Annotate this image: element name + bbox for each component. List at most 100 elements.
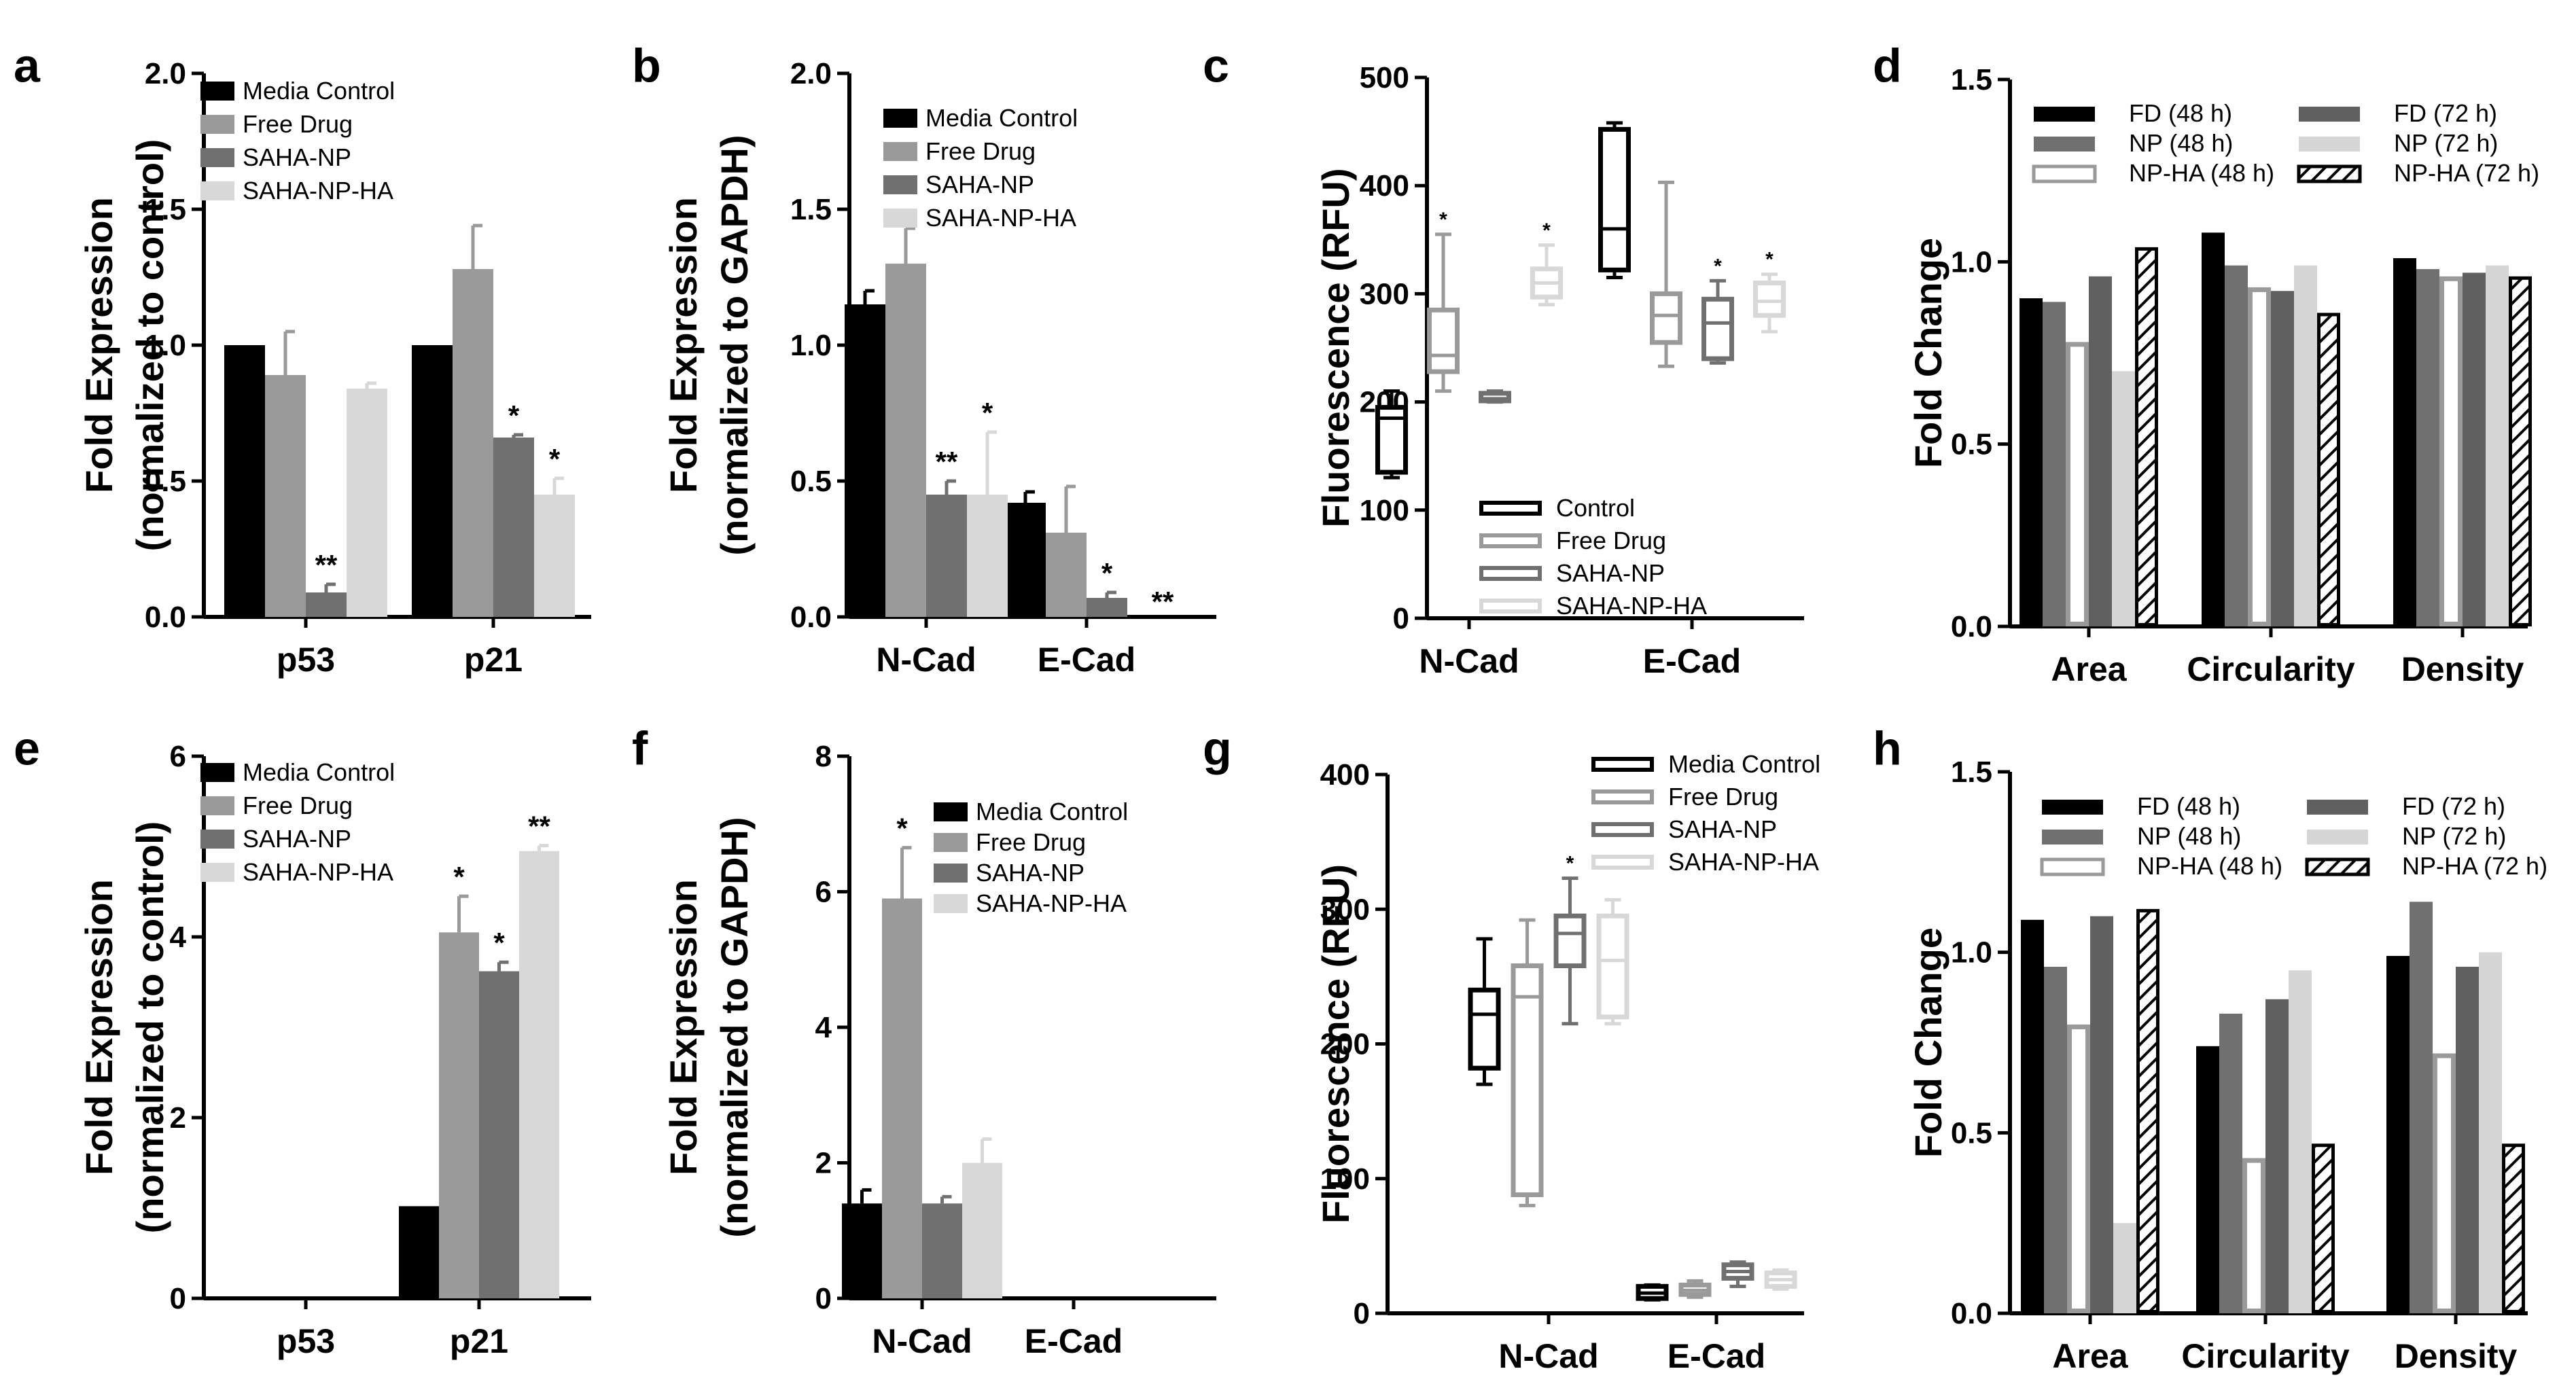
x-tick-label: E-Cad [1668,1337,1765,1375]
panel-label: d [1873,39,1902,92]
legend-label: SAHA-NP-HA [1668,848,1819,876]
legend-swatch [2040,857,2105,876]
panel-h: h Fold Change 0.0 0.5 1.0 1.5 Area Circularity D… [1873,722,2547,1375]
bar [2456,966,2479,1313]
bar [1087,598,1127,617]
legend: FD (48 h)NP (48 h)NP-HA (48 h)FD (72 h)N… [2032,99,2539,187]
y-tick-label: 0.5 [1951,1116,1992,1150]
y-tick-label: 0.5 [145,465,186,498]
panel-label: c [1203,39,1229,92]
bar [534,495,575,617]
y-tick-label: 400 [1320,758,1370,792]
legend-label: Free Drug [243,792,353,819]
significance-marker: ** [1152,586,1174,618]
y-axis-title: (normalized to GAPDH) [713,135,756,555]
bar [2136,908,2159,1313]
bar [2410,902,2433,1313]
box-plot [1753,272,1786,334]
box-plot [1479,389,1511,404]
y-axis-title: Fold Expression [662,197,705,493]
significance-marker: * [1566,853,1574,875]
legend-swatch [200,148,234,167]
bar [2479,952,2502,1313]
y-tick-label: 6 [815,876,832,909]
legend-label: Media Control [243,758,395,786]
y-axis-title: Fold Expression [77,879,120,1175]
panel-b: b Fold Expression (normalized to GAPDH) 0.0… [632,39,1216,679]
bar [845,304,885,617]
legend-swatch [1591,822,1654,837]
legend-label: SAHA-NP [976,859,1084,887]
legend-label: SAHA-NP [1556,559,1665,587]
panel-label: f [632,722,648,775]
bar [2090,916,2113,1313]
bar [2066,342,2089,626]
y-axis-title: (normalized to control) [128,821,171,1234]
y-tick-label: 0 [170,1282,186,1315]
bar [2248,287,2271,626]
legend-swatch [1479,501,1542,516]
y-tick-label: 0 [1393,602,1409,635]
y-tick-label: 100 [1320,1162,1370,1196]
bar [2089,276,2112,626]
bar [2265,999,2289,1313]
legend-label: SAHA-NP [925,171,1034,198]
legend-swatch [2297,164,2362,183]
legend-swatch [2042,830,2103,845]
bar [2021,919,2044,1313]
bar [2202,232,2225,626]
legend: Media Control Free Drug SAHA-NP SAHA-NP-HA [200,77,395,205]
panel-label: e [14,722,40,775]
x-tick-label: Circularity [2181,1337,2350,1375]
significance-marker: * [1542,219,1551,242]
legend-swatch [934,833,968,852]
y-tick-label: 4 [815,1011,832,1044]
y-tick-label: 1.0 [1951,936,1992,970]
legend-swatch [2299,107,2360,122]
significance-marker: * [549,443,561,475]
legend-label: NP-HA (72 h) [2402,852,2547,880]
y-tick-label: 1.0 [790,329,832,362]
x-tick-label: p21 [450,1322,508,1360]
bar [2393,257,2416,626]
bar [2433,1053,2456,1313]
box-plot [1721,1260,1754,1288]
legend-swatch [883,175,917,194]
significance-marker: * [493,927,505,959]
legend-swatch [200,830,234,849]
x-tick-label: Area [2052,1337,2128,1375]
legend-label: FD (72 h) [2402,792,2505,820]
x-tick-label: E-Cad [1038,641,1135,679]
bar [962,1162,1002,1298]
y-tick-label: 1.5 [790,193,832,226]
panel-label: a [14,39,41,92]
y-axis-title: (normalized to GAPDH) [713,817,756,1237]
y-tick-label: 6 [170,740,186,773]
significance-marker: * [1101,557,1113,589]
significance-marker: * [508,399,520,431]
y-tick-label: 2 [170,1101,186,1135]
significance-marker: ** [936,446,958,478]
significance-marker: * [453,861,465,893]
legend-label: SAHA-NP [243,825,351,853]
panel-label: g [1203,722,1232,775]
box-iqr [1650,291,1682,345]
bar [2312,1143,2335,1313]
legend-label: Free Drug [976,828,1086,856]
box-iqr [1553,913,1587,969]
legend-swatch [934,894,968,913]
legend-label: NP (48 h) [2137,822,2241,850]
bar [1046,533,1087,617]
box-iqr [1427,307,1460,374]
legend-label: NP-HA (72 h) [2394,159,2539,187]
legend-swatch [2032,164,2097,183]
legend-swatch [883,209,917,228]
x-tick-label: Area [2051,650,2127,688]
legend-swatch [2042,800,2103,815]
bar [2289,970,2312,1313]
panel-label: h [1873,722,1902,775]
box-plot [1553,876,1587,1026]
legend-swatch [2299,137,2360,152]
legend-swatch [1479,533,1542,548]
